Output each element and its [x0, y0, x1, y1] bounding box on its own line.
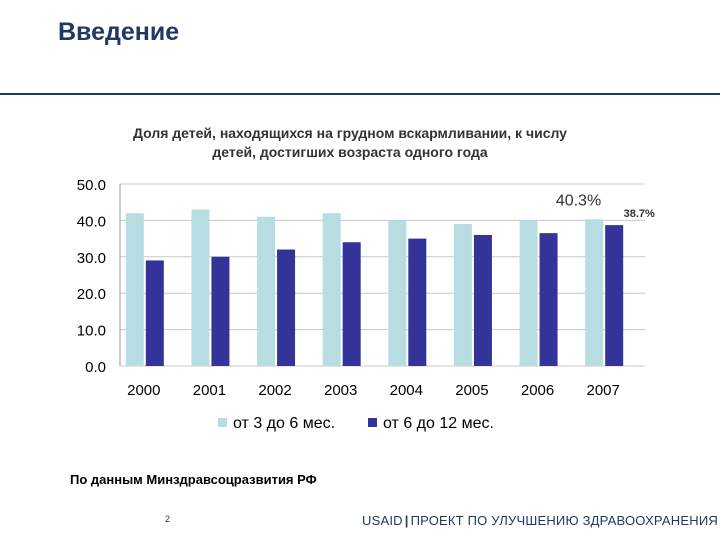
- bar-series2: [145, 260, 164, 366]
- y-tick-label: 0.0: [85, 359, 106, 376]
- bar-series2: [211, 256, 230, 366]
- x-tick-label: 2005: [455, 382, 488, 399]
- y-tick-label: 20.0: [77, 286, 106, 303]
- x-tick-label: 2003: [324, 382, 357, 399]
- bar-series1: [519, 220, 538, 366]
- bar-series1: [322, 213, 341, 366]
- footer-brand: USAID: [362, 513, 403, 528]
- bar-series2: [473, 234, 492, 366]
- legend-swatch: [368, 418, 377, 427]
- bar-series2: [605, 225, 624, 366]
- y-tick-label: 30.0: [77, 250, 106, 267]
- bar-series1: [191, 209, 210, 366]
- x-tick-label: 2004: [390, 382, 423, 399]
- legend-swatch: [218, 418, 227, 427]
- footer-logo: USAID | ПРОЕКТ ПО УЛУЧШЕНИЮ ЗДРАВООХРАНЕНИ…: [362, 513, 718, 528]
- bar-series1: [257, 216, 276, 366]
- legend-label: от 3 до 6 мес.: [233, 415, 335, 432]
- slide-title: Введение: [58, 18, 180, 46]
- y-tick-label: 10.0: [77, 323, 106, 340]
- bar-series2: [408, 238, 427, 366]
- chart-title: Доля детей, находящихся на грудном вскар…: [133, 125, 567, 160]
- y-tick-label: 40.0: [77, 213, 106, 230]
- x-tick-label: 2000: [127, 382, 160, 399]
- bar-series1: [388, 220, 407, 366]
- x-tick-label: 2002: [258, 382, 291, 399]
- title-divider: [0, 93, 720, 95]
- data-label: 40.3%: [556, 192, 601, 209]
- bar-series1: [453, 224, 472, 366]
- bar-series2: [539, 233, 558, 366]
- bar-series2: [342, 242, 361, 366]
- footer-separator: |: [404, 513, 409, 528]
- source-note: По данным Минздравсоцразвития РФ: [70, 472, 317, 487]
- bar-series2: [277, 249, 296, 366]
- x-tick-label: 2006: [521, 382, 554, 399]
- legend-label: от 6 до 12 мес.: [383, 415, 494, 432]
- x-tick-label: 2001: [193, 382, 226, 399]
- bar-series1: [585, 219, 604, 366]
- data-label: 38.7%: [624, 208, 655, 220]
- x-tick-label: 2007: [587, 382, 620, 399]
- bar-series1: [125, 213, 144, 366]
- y-tick-label: 50.0: [77, 177, 106, 194]
- footer-project: ПРОЕКТ ПО УЛУЧШЕНИЮ ЗДРАВООХРАНЕНИЯ: [410, 513, 718, 528]
- page-number: 2: [165, 514, 171, 524]
